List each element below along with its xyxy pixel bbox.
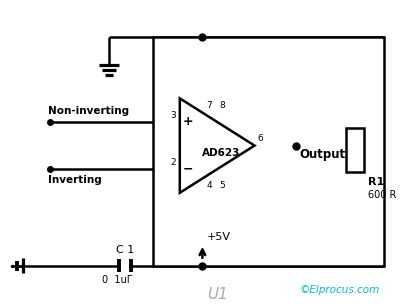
Text: 3: 3 [170,111,175,120]
Text: C 1: C 1 [115,245,134,255]
Polygon shape [179,99,254,193]
Text: 600 R: 600 R [367,190,395,200]
Text: 0  1uΓ: 0 1uΓ [101,275,132,285]
Bar [153,38,383,266]
Text: 7: 7 [206,101,212,110]
Text: 4: 4 [206,181,212,190]
Text: 5: 5 [219,181,224,190]
Bar [345,128,363,172]
Text: U1: U1 [207,287,228,302]
Text: 2: 2 [170,158,175,167]
Text: Output: Output [299,148,345,160]
Text: 6: 6 [257,134,263,143]
Text: +5V: +5V [206,232,230,242]
Text: R1: R1 [367,177,383,187]
Text: ©Elprocus.com: ©Elprocus.com [298,285,379,295]
Text: Non-inverting: Non-inverting [48,106,129,116]
Text: Inverting: Inverting [48,175,101,185]
Text: +: + [182,116,192,128]
Text: 8: 8 [219,101,224,110]
Text: AD623: AD623 [201,149,240,159]
Text: −: − [182,163,192,176]
